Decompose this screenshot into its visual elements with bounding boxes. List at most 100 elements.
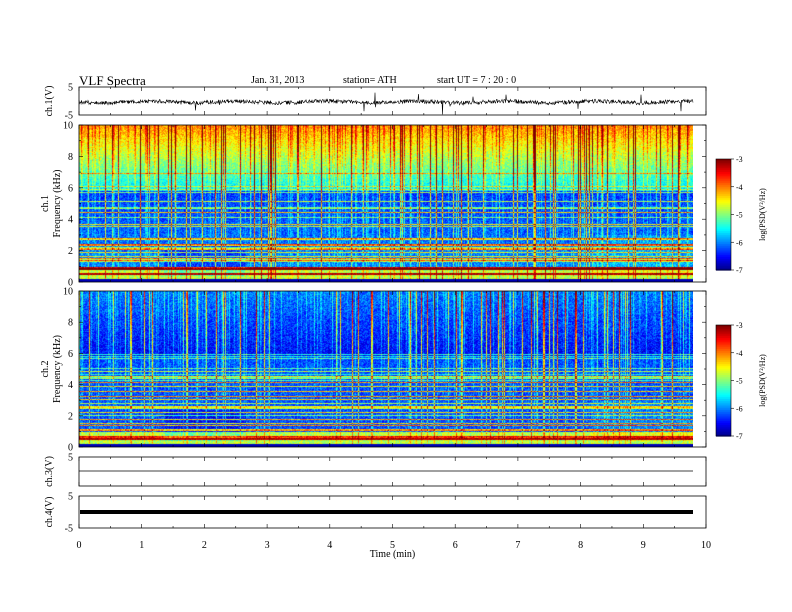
colorbar-swatch — [716, 179, 731, 182]
colorbar-tick-label: -6 — [736, 404, 743, 413]
colorbar-swatch — [716, 363, 731, 367]
colorbar-swatch — [716, 365, 731, 369]
colorbar-swatch — [716, 216, 731, 219]
x-tick-label: 8 — [578, 540, 583, 551]
colorbar-swatch — [716, 166, 731, 169]
colorbar-swatch — [716, 264, 731, 267]
colorbar-swatch — [716, 175, 731, 179]
colorbar-swatch — [716, 362, 731, 365]
colorbar-swatch — [716, 367, 731, 370]
x-tick-label: 9 — [641, 540, 646, 551]
data-mark-layer — [78, 92, 694, 514]
colorbar-swatch — [716, 387, 731, 391]
y-tick-label: 5 — [68, 83, 73, 94]
y-tick-label: -5 — [65, 524, 73, 535]
colorbar-swatch — [716, 430, 731, 433]
colorbar-swatch — [716, 399, 731, 402]
station-label: station= ATH — [343, 75, 397, 86]
colorbar-swatch — [716, 384, 731, 387]
colorbar-swatch — [716, 164, 731, 167]
colorbar-tick-label: -7 — [736, 432, 743, 441]
x-tick-label: 1 — [139, 540, 144, 551]
colorbar-swatch — [716, 159, 731, 162]
colorbar-swatch — [716, 343, 731, 346]
colorbar-swatch — [716, 376, 731, 380]
y-tick-label: 8 — [68, 318, 73, 329]
y-axis-channel-label: ch.1 — [40, 195, 51, 212]
colorbar-swatch — [716, 229, 731, 232]
colorbar-swatch — [716, 207, 731, 210]
colorbar-swatch — [716, 332, 731, 335]
colorbar-swatch — [716, 326, 731, 330]
colorbar-swatch — [716, 334, 731, 337]
colorbar-swatch — [716, 391, 731, 395]
colorbar-swatch — [716, 337, 731, 341]
colorbar-swatch — [716, 380, 731, 383]
x-tick-label: 3 — [265, 540, 270, 551]
colorbar-swatch — [716, 227, 731, 230]
colorbar-swatch — [716, 220, 731, 223]
colorbar-swatch — [716, 183, 731, 186]
colorbar-swatch — [716, 421, 731, 424]
colorbar-swatch — [716, 253, 731, 256]
colorbar-swatch — [716, 260, 731, 264]
colorbar-swatch — [716, 196, 731, 199]
colorbar-swatch — [716, 244, 731, 247]
y-axis-label: Frequency (kHz) — [52, 335, 63, 403]
y-axis-label: ch.4(V) — [44, 497, 55, 528]
colorbar-swatch — [716, 255, 731, 258]
colorbar-swatch — [716, 168, 731, 171]
colorbar-swatch — [716, 393, 731, 396]
colorbar-swatch — [716, 240, 731, 243]
colorbar-swatch — [716, 336, 731, 339]
colorbar-swatch — [716, 378, 731, 382]
colorbar-swatch — [716, 374, 731, 378]
colorbar-swatch — [716, 411, 731, 415]
y-axis-label: ch.3(V) — [44, 456, 55, 487]
colorbar-swatch — [716, 221, 731, 225]
figure-title: VLF Spectra — [79, 73, 146, 88]
colorbar-swatch — [716, 371, 731, 374]
colorbar-swatch — [716, 210, 731, 214]
colorbar-swatch — [716, 432, 731, 435]
colorbar-swatch — [716, 434, 731, 437]
colorbar-swatch — [716, 242, 731, 245]
colorbar-swatch — [716, 190, 731, 193]
colorbar-swatch — [716, 406, 731, 409]
start-time-label: start UT = 7 : 20 : 0 — [437, 75, 517, 86]
colorbar-swatch — [716, 201, 731, 204]
x-tick-label: 4 — [327, 540, 332, 551]
colorbar-tick-label: -5 — [736, 211, 743, 220]
colorbar-swatch — [716, 192, 731, 195]
x-tick-label: 5 — [390, 540, 395, 551]
colorbar-swatch — [716, 268, 731, 271]
colorbar-tick-label: -5 — [736, 377, 743, 386]
colorbar-swatch — [716, 205, 731, 208]
colorbar-swatch — [716, 369, 731, 372]
y-axis-label: Frequency (kHz) — [52, 169, 63, 237]
colorbar-swatch — [716, 352, 731, 356]
colorbar-swatch — [716, 194, 731, 197]
colorbar-swatch — [716, 173, 731, 177]
colorbar-swatch — [716, 231, 731, 234]
colorbar-swatch — [716, 417, 731, 420]
colorbar-swatch — [716, 373, 731, 376]
colorbar-swatch — [716, 408, 731, 411]
colorbar-swatch — [716, 262, 731, 266]
colorbar-swatch — [716, 251, 731, 254]
y-tick-label: 5 — [68, 453, 73, 464]
y-tick-label: 10 — [63, 287, 73, 298]
y-axis-channel-label: ch.2 — [40, 361, 51, 378]
colorbar-swatch — [716, 208, 731, 212]
colorbar-swatch — [716, 428, 731, 432]
colorbar-swatch — [716, 266, 731, 269]
y-tick-label: 8 — [68, 152, 73, 163]
colorbar-swatch — [716, 162, 731, 166]
colorbar-swatch — [716, 356, 731, 359]
colorbar-swatch — [716, 419, 731, 422]
colorbar-swatch — [716, 188, 731, 192]
colorbar-swatch — [716, 415, 731, 419]
colorbar-swatch — [716, 212, 731, 216]
